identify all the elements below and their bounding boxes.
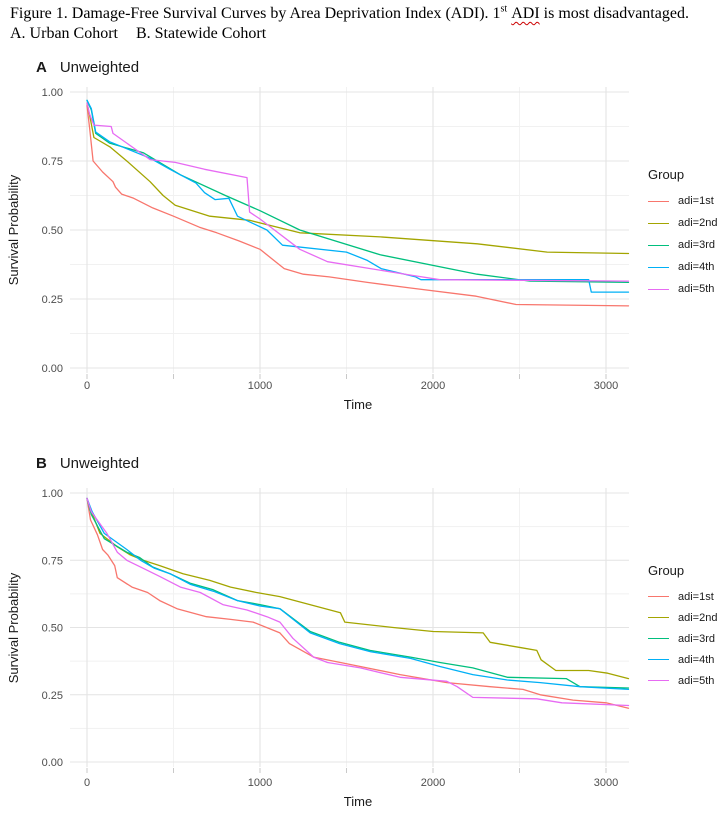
panel-a-header: A Unweighted — [36, 59, 139, 76]
legend-item-label: adi=4th — [678, 653, 715, 666]
y-tick-label: 0.50 — [42, 225, 63, 237]
survival-curve-adi-5th — [86, 497, 630, 707]
survival-curve-adi-2nd — [86, 497, 630, 680]
legend-item-label: adi=2nd — [678, 217, 718, 229]
legend-item-adi-4th: adi=4th — [648, 649, 727, 670]
x-axis-title: Time — [344, 794, 372, 809]
legend-key-line — [648, 596, 669, 597]
legend-item-adi-5th: adi=5th — [648, 278, 727, 300]
x-axis-title: Time — [344, 397, 372, 412]
figure-title-misspelled-word: ADI — [511, 5, 540, 22]
legend-key-line — [648, 638, 669, 639]
legend-a: Group adi=1st adi=2nd adi=3rd adi=4th adi=5t… — [648, 167, 727, 300]
figure-title-superscript: st — [500, 3, 508, 15]
x-tick-label: 3000 — [594, 380, 618, 392]
survival-curve-adi-4th — [86, 99, 630, 293]
survival-curve-adi-1st — [86, 497, 630, 709]
legend-key-line — [648, 680, 669, 681]
legend-a-items: adi=1st adi=2nd adi=3rd adi=4th adi=5th — [648, 190, 727, 300]
legend-key-line — [648, 244, 669, 246]
y-axis-title: Survival Probability — [6, 174, 21, 285]
y-tick-label: 0.00 — [42, 757, 63, 769]
legend-item-label: adi=4th — [678, 261, 715, 273]
legend-item-label: adi=1st — [678, 195, 714, 207]
y-tick-label: 0.25 — [42, 690, 63, 702]
survival-curve-adi-4th — [86, 497, 630, 691]
legend-item-adi-2nd: adi=2nd — [648, 212, 727, 234]
legend-item-label: adi=2nd — [678, 611, 718, 624]
legend-item-adi-2nd: adi=2nd — [648, 607, 727, 628]
cohort-label-b: B. Statewide Cohort — [135, 25, 267, 42]
legend-key-line — [648, 266, 669, 268]
legend-item-adi-5th: adi=5th — [648, 670, 727, 691]
x-tick-label: 1000 — [248, 380, 272, 392]
x-tick-label: 0 — [84, 777, 90, 789]
legend-item-label: adi=5th — [678, 283, 715, 295]
cohort-label-a: A. Urban Cohort — [10, 25, 118, 42]
legend-b-items: adi=1st adi=2nd adi=3rd adi=4th adi=5th — [648, 586, 727, 691]
legend-item-adi-3rd: adi=3rd — [648, 234, 727, 256]
legend-item-adi-4th: adi=4th — [648, 256, 727, 278]
survival-curve-adi-5th — [86, 102, 630, 282]
survival-curve-adi-1st — [86, 105, 630, 307]
panel-b-letter: B — [36, 455, 47, 472]
y-tick-label: 0.25 — [42, 294, 63, 306]
x-tick-label: 1000 — [248, 777, 272, 789]
legend-b-title: Group — [648, 563, 685, 578]
survival-curve-adi-3rd — [86, 99, 630, 284]
figure-title: Figure 1. Damage-Free Survival Curves by… — [10, 4, 720, 44]
x-tick-label: 3000 — [594, 777, 618, 789]
legend-item-label: adi=1st — [678, 590, 714, 603]
legend-item-adi-1st: adi=1st — [648, 586, 727, 607]
panel-B: 0 1000 2000 3000 0.00 0.25 0.50 0.75 1.00 Time Sur… — [6, 488, 630, 809]
panel-b-header: B Unweighted — [36, 455, 139, 472]
panel-a-letter: A — [36, 59, 47, 76]
legend-item-label: adi=3rd — [678, 239, 716, 251]
legend-b: Group adi=1st adi=2nd adi=3rd adi=4th adi=5t… — [648, 563, 727, 691]
figure-title-text: Figure 1. Damage-Free Survival Curves by… — [10, 5, 501, 22]
legend-key-line — [648, 659, 669, 660]
legend-item-adi-1st: adi=1st — [648, 190, 727, 212]
x-tick-label: 0 — [84, 380, 90, 392]
legend-key-line — [648, 288, 669, 290]
legend-key-line — [648, 617, 669, 618]
y-tick-label: 0.75 — [42, 156, 63, 168]
x-tick-label: 2000 — [421, 380, 445, 392]
y-tick-label: 0.50 — [42, 623, 63, 635]
x-tick-label: 2000 — [421, 777, 445, 789]
legend-item-adi-3rd: adi=3rd — [648, 628, 727, 649]
y-axis-title: Survival Probability — [6, 572, 21, 683]
panel-a-title: Unweighted — [59, 59, 140, 76]
figure-title-line1: Figure 1. Damage-Free Survival Curves by… — [10, 4, 720, 24]
figure-title-line2: A. Urban Cohort B. Statewide Cohort — [10, 24, 720, 44]
legend-key-line — [648, 200, 669, 202]
panel-b-title: Unweighted — [59, 455, 140, 472]
y-tick-label: 0.75 — [42, 555, 63, 567]
y-tick-label: 1.00 — [42, 488, 63, 500]
legend-item-label: adi=5th — [678, 674, 715, 687]
survival-curve-adi-2nd — [86, 102, 630, 255]
y-tick-label: 0.00 — [42, 363, 63, 375]
figure-title-suffix: is most disadvantaged. — [539, 5, 689, 22]
y-tick-label: 1.00 — [42, 87, 63, 99]
panel-A: 0 1000 2000 3000 0.00 0.25 0.50 0.75 1.00 Time Sur… — [6, 87, 630, 412]
legend-item-label: adi=3rd — [678, 632, 716, 645]
legend-key-line — [648, 222, 669, 224]
legend-a-title: Group — [648, 167, 685, 182]
